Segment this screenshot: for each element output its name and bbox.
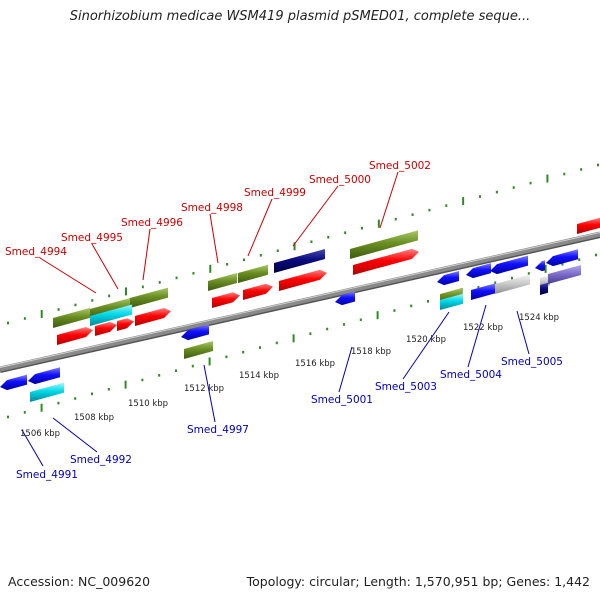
gene-feature [30, 382, 64, 402]
bottom-leader-line [467, 304, 487, 368]
top-leader-line [91, 243, 119, 290]
gene-feature [335, 291, 355, 306]
top-gene-label: Smed_4994 [5, 246, 67, 258]
sequence-backbone [0, 231, 600, 373]
top-leader-line [142, 228, 151, 281]
tick-marks [7, 163, 599, 419]
bottom-gene-label: Smed_4991 [16, 469, 78, 481]
gene-feature [0, 374, 27, 391]
top-leader-line [39, 257, 97, 294]
gene-feature [208, 273, 237, 291]
gene-feature [437, 270, 459, 286]
scale-label: 1514 kbp [239, 371, 279, 381]
bottom-leader-line [338, 346, 353, 393]
gene-feature [466, 263, 491, 279]
gene-feature [130, 287, 168, 308]
bottom-gene-label: Smed_5001 [311, 394, 373, 406]
gene-feature [95, 321, 117, 336]
summary-text: Topology: circular; Length: 1,570,951 bp… [246, 574, 590, 589]
gene-feature [57, 327, 93, 345]
label-leaders [21, 171, 530, 467]
scale-label: 1510 kbp [128, 399, 168, 409]
top-leader-line [379, 171, 399, 229]
gene-feature [184, 341, 213, 359]
bottom-gene-label: Smed_4992 [70, 454, 132, 466]
gene-feature [181, 324, 209, 341]
gene-feature [274, 249, 325, 273]
gene-feature [117, 318, 134, 331]
gene-feature [238, 264, 268, 283]
gene-feature [440, 293, 463, 310]
gene-feature [471, 283, 495, 300]
page-title: Sinorhizobium medicae WSM419 plasmid pSM… [69, 9, 531, 24]
top-gene-label: Smed_5002 [369, 160, 431, 172]
top-leader-line [292, 185, 339, 247]
bottom-leader-line [52, 417, 98, 453]
bottom-gene-label: Smed_4997 [187, 424, 249, 436]
gene-feature [548, 264, 581, 284]
bottom-gene-label: Smed_5005 [501, 356, 563, 368]
top-gene-label: Smed_4995 [61, 232, 123, 244]
gene-feature [28, 367, 60, 385]
gene-feature [535, 260, 545, 272]
scale-label: 1524 kbp [519, 313, 559, 323]
scale-label: 1518 kbp [351, 347, 391, 357]
scale-label: 1512 kbp [184, 384, 224, 394]
backbone-highlight [0, 232, 600, 368]
bottom-gene-label: Smed_5003 [375, 381, 437, 393]
gene-feature [212, 292, 240, 308]
scale-label: 1520 kbp [406, 335, 446, 345]
top-gene-label: Smed_4996 [121, 217, 183, 229]
gene-feature [279, 269, 327, 291]
gene-features [0, 217, 600, 402]
gene-feature [577, 217, 600, 234]
backbone-line [0, 231, 600, 372]
bottom-gene-label: Smed_5004 [440, 369, 502, 381]
gene-labels: 1506 kbp 1508 kbp 1510 kbp 1512 kbp 1514 kbp… [5, 160, 563, 481]
gene-feature [353, 248, 419, 275]
gene-feature [546, 249, 578, 267]
scale-label: 1508 kbp [74, 413, 114, 423]
bottom-leader-line [203, 364, 216, 423]
gene-feature [495, 274, 530, 294]
bottom-leader-line [402, 311, 450, 380]
gene-feature [243, 283, 273, 300]
scale-label: 1516 kbp [295, 359, 335, 369]
top-gene-label: Smed_4998 [181, 202, 243, 214]
gene-feature [90, 304, 132, 326]
top-leader-line [247, 198, 273, 257]
bottom-leader-line [21, 429, 44, 467]
accession-text: Accession: NC_009620 [8, 574, 151, 589]
top-gene-label: Smed_5000 [309, 174, 371, 186]
scale-label: 1522 kbp [463, 323, 503, 333]
gene-feature [135, 308, 171, 326]
gene-feature [490, 255, 528, 275]
top-leader-line [209, 213, 219, 264]
gene-feature [53, 307, 90, 328]
top-gene-label: Smed_4999 [244, 187, 306, 199]
bottom-leader-line [516, 310, 530, 355]
gene-feature [350, 230, 418, 259]
scale-label: 1506 kbp [20, 429, 60, 439]
gene-feature [540, 282, 548, 295]
